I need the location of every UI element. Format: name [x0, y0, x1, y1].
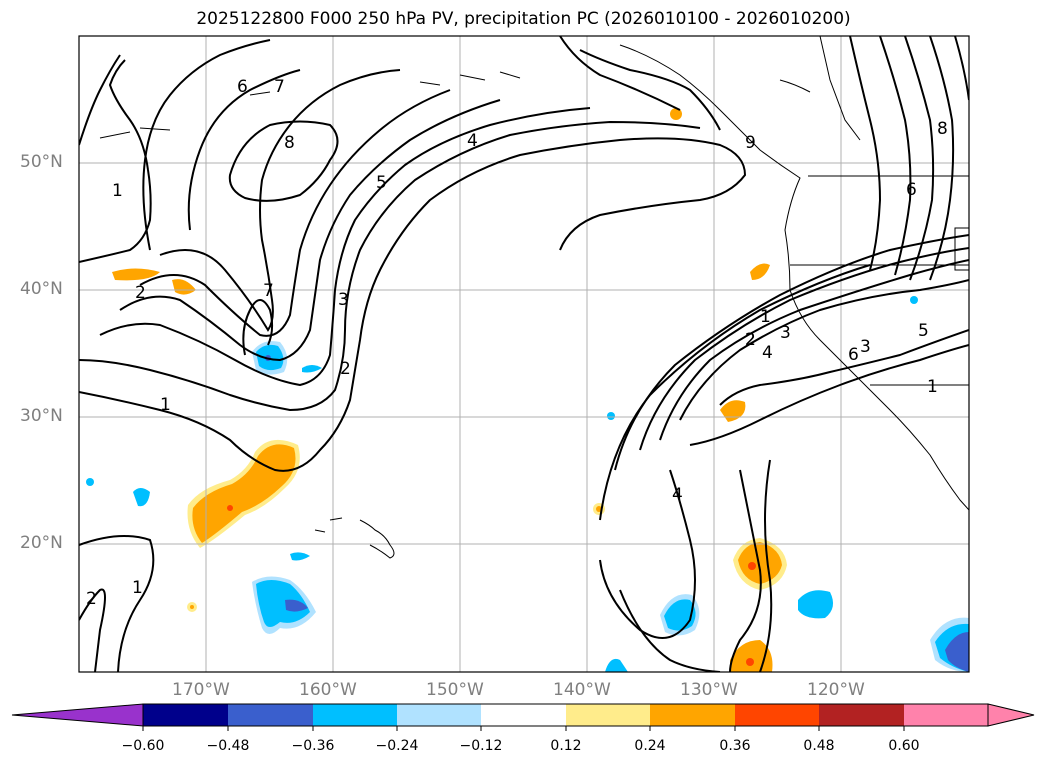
contour-label: 2: [135, 283, 146, 303]
contour-label: 1: [160, 395, 171, 415]
contour-label: 4: [467, 131, 478, 151]
lat-label: 50°N: [20, 152, 63, 172]
colorbar-tick-label: 0.36: [719, 738, 751, 754]
contour-label: 3: [860, 337, 871, 357]
negative-anomaly-blob: [285, 599, 308, 612]
contour-label: 3: [338, 290, 349, 310]
colorbar-tick-label: −0.48: [206, 738, 250, 754]
positive-anomaly-blob: [112, 268, 160, 281]
plot-area: [79, 36, 969, 672]
contour-label: 9: [745, 133, 756, 153]
negative-anomaly-blob: [945, 632, 969, 672]
lon-label: 160°W: [299, 680, 357, 700]
colorbar-swatch: [397, 704, 481, 726]
contour-label: 1: [927, 377, 938, 397]
map-title: 2025122800 F000 250 hPa PV, precipitatio…: [196, 9, 851, 29]
lat-label: 20°N: [20, 533, 63, 553]
contour-label: 1: [760, 307, 771, 327]
lon-label: 130°W: [680, 680, 738, 700]
negative-anomaly-blob: [798, 590, 834, 619]
colorbar-tick-label: −0.60: [121, 738, 165, 754]
negative-anomaly-blob: [256, 580, 310, 627]
colorbar-tick-label: 0.48: [803, 738, 835, 754]
colorbar-tick-label: 0.60: [888, 738, 920, 754]
contour-label: 2: [745, 330, 756, 350]
colorbar-tick-label: −0.24: [375, 738, 419, 754]
contour-label: 8: [284, 133, 295, 153]
negative-anomaly-blob: [302, 365, 322, 373]
coastlines: [99, 36, 969, 559]
colorbar-swatch: [650, 704, 735, 726]
contour-label: 7: [274, 77, 285, 97]
contour-label: 1: [132, 578, 143, 598]
contour-label: 2: [86, 589, 97, 609]
contour-label-group: 1 1 1 1 2 2 2 2 3 3 4 4 4 5 5 6 6 6 7 7 …: [86, 77, 948, 609]
contour-label: 6: [848, 345, 859, 365]
colorbar-extend-low: [11, 703, 144, 727]
contour-label: 7: [263, 281, 274, 301]
contour-label: 5: [376, 173, 387, 193]
lon-label: 140°W: [553, 680, 611, 700]
lat-label: 30°N: [20, 406, 63, 426]
colorbar-swatch: [735, 704, 819, 726]
lon-label: 170°W: [172, 680, 230, 700]
colorbar-swatch: [819, 704, 904, 726]
colorbar-swatch: [566, 704, 650, 726]
contour-label: 4: [672, 485, 683, 505]
colorbar-swatch: [481, 704, 566, 726]
lon-label: 150°W: [426, 680, 484, 700]
negative-anomaly-blob: [290, 552, 310, 561]
positive-anomaly-blob: [738, 542, 782, 584]
precip-anomaly-shading: [86, 108, 969, 672]
gridlines: [79, 36, 969, 672]
contour-label: 8: [937, 119, 948, 139]
pv-contours: [79, 36, 969, 672]
colorbar-extend-high: [987, 703, 1035, 727]
colorbar-tick-label: −0.36: [291, 738, 335, 754]
positive-anomaly-blob: [172, 279, 196, 295]
contour-label: 3: [780, 323, 791, 343]
negative-anomaly-blob: [133, 488, 150, 507]
contour-label: 2: [745, 330, 756, 350]
contour-label: 6: [906, 180, 917, 200]
colorbar-swatch: [904, 704, 988, 726]
colorbar: [11, 703, 1035, 731]
contour-label: 6: [237, 77, 248, 97]
contour-label: 1: [112, 181, 123, 201]
plot-frame: [78, 35, 970, 673]
colorbar-swatch: [313, 704, 397, 726]
colorbar-tick-label: 0.12: [550, 738, 582, 754]
lon-label: 120°W: [807, 680, 865, 700]
negative-anomaly-blob: [605, 658, 628, 672]
positive-anomaly-blob: [192, 444, 296, 543]
lat-label: 40°N: [20, 279, 63, 299]
contour-label: 5: [918, 321, 929, 341]
colorbar-tick-label: 0.24: [634, 738, 666, 754]
colorbar-swatch: [228, 704, 313, 726]
contour-label: 2: [340, 359, 351, 379]
positive-anomaly-blob: [750, 263, 770, 280]
colorbar-swatch: [143, 704, 228, 726]
colorbar-tick-label: −0.12: [459, 738, 503, 754]
contour-label: 4: [762, 343, 773, 363]
